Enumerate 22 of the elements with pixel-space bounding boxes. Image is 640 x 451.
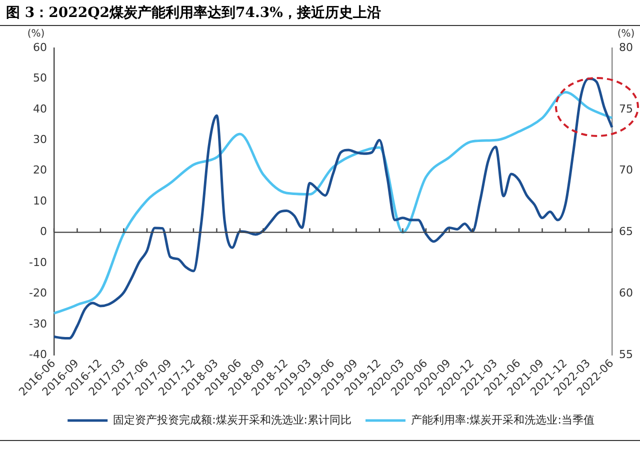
y2-tick-label: 75 xyxy=(619,102,634,116)
y-tick-label: 60 xyxy=(32,40,47,54)
legend-label: 固定资产投资完成额:煤炭开采和洗选业:累计同比 xyxy=(113,413,352,426)
y-axis-title: (%) xyxy=(27,28,45,40)
y2-tick-label: 70 xyxy=(619,164,634,177)
y2-axis-title: (%) xyxy=(617,28,635,40)
legend-label: 产能利用率:煤炭开采和洗选业:当季值 xyxy=(411,413,594,426)
y-tick-label: 10 xyxy=(32,194,47,208)
y-tick-label: 50 xyxy=(32,72,47,85)
y-tick-label: -40 xyxy=(29,348,47,362)
y2-tick-label: 80 xyxy=(619,40,634,54)
y-tick-label: -20 xyxy=(29,286,47,300)
y2-tick-label: 65 xyxy=(619,225,634,238)
y2-tick-label: 60 xyxy=(619,286,634,300)
y-tick-label: 30 xyxy=(32,133,47,146)
chart-title: 图 3：2022Q2煤炭产能利用率达到74.3%，接近历史上沿 xyxy=(0,0,640,26)
y-tick-label: -10 xyxy=(29,256,47,269)
y2-tick-label: 55 xyxy=(619,348,634,362)
y-tick-label: 0 xyxy=(40,225,47,238)
y-tick-label: -30 xyxy=(29,317,47,330)
y-tick-label: 40 xyxy=(32,102,47,116)
y-tick-label: 20 xyxy=(32,164,47,177)
